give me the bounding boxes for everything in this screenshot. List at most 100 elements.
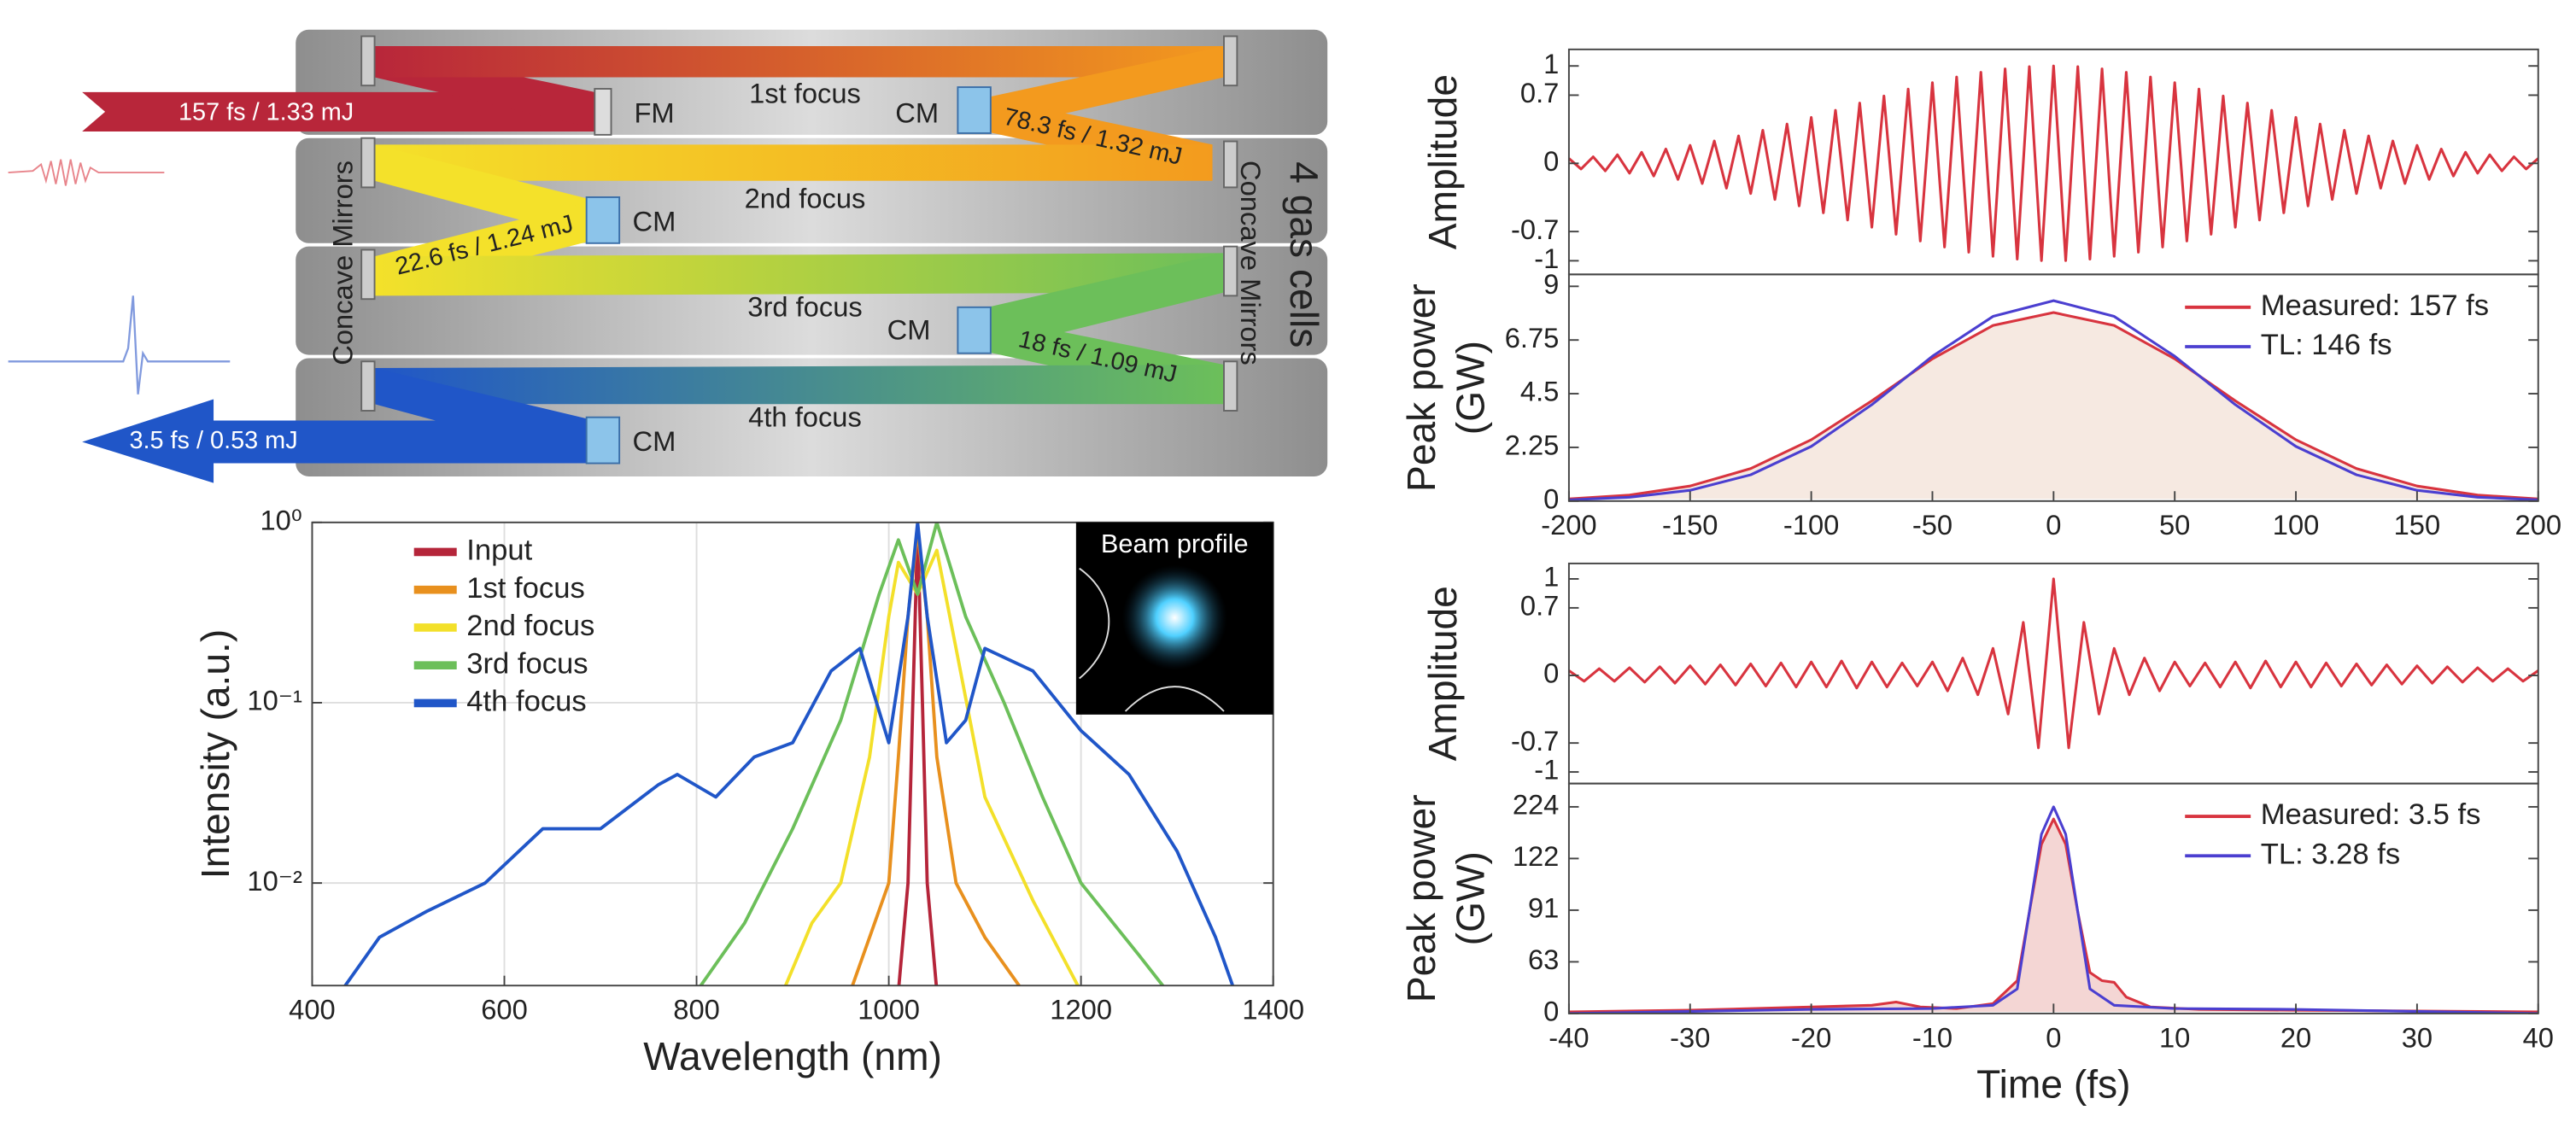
- y-tick-label: -0.7: [1511, 725, 1559, 757]
- beam: [374, 365, 1224, 405]
- x-tick-label: 30: [2402, 1021, 2433, 1053]
- y-tick-label: 10⁻²: [247, 865, 302, 897]
- series-line: [1568, 577, 2538, 750]
- inset-label: Beam profile: [1101, 529, 1249, 558]
- y-tick-label: 0: [1543, 657, 1559, 689]
- y-tick-label: 122: [1513, 840, 1560, 872]
- y-tick-label: -1: [1534, 243, 1559, 274]
- x-tick-label: 150: [2394, 509, 2441, 541]
- x-tick-label: 40: [2523, 1021, 2554, 1053]
- y-axis-label: (GW): [1449, 851, 1493, 945]
- series-line: [783, 548, 1080, 986]
- mirror-label: CM: [633, 425, 676, 457]
- chart: 0 2.25 4.5 6.75 9 -200 -150 -100 -50 0 50 100 150 200…: [1399, 268, 2561, 541]
- focus-label: 4th focus: [748, 400, 862, 432]
- y-tick-label: 1: [1543, 48, 1559, 79]
- pulse-sketch: [8, 159, 165, 186]
- y-tick-label: -1: [1534, 754, 1559, 786]
- y-axis-label: Amplitude: [1420, 74, 1465, 249]
- x-tick-label: -150: [1662, 509, 1718, 541]
- side-label: Concave Mirrors: [327, 161, 359, 365]
- mirror-label: CM: [895, 96, 939, 128]
- y-axis-label: Amplitude: [1420, 586, 1465, 761]
- setup-diagram: 1st focus 2nd focus 3rd focus 4th focus …: [8, 29, 1328, 483]
- x-axis-label: Time (fs): [1976, 1062, 2130, 1107]
- legend-label: 4th focus: [466, 686, 586, 718]
- profile-curve: [1124, 686, 1225, 712]
- y-tick-label: 10⁻¹: [247, 685, 302, 716]
- beam-label: 3.5 fs / 0.53 mJ: [129, 427, 297, 454]
- chirped-mirror: [957, 306, 992, 354]
- beam: [374, 45, 1224, 78]
- y-tick-label: 2.25: [1505, 430, 1560, 461]
- y-tick-label: -0.7: [1511, 213, 1559, 245]
- y-tick-label: 224: [1513, 789, 1560, 821]
- chirped-mirror: [585, 196, 621, 244]
- y-axis-label: Intensity (a.u.): [193, 629, 237, 879]
- chart: 0 63 91 122 224 -40 -30 -20 -10 0 10 20 30 40 Peak pow…: [1399, 782, 2554, 1107]
- y-tick-label: 91: [1528, 892, 1559, 924]
- pulse-sketch: [8, 295, 231, 394]
- beam-spot: [1121, 564, 1227, 670]
- series-line: [1568, 805, 2538, 1014]
- beam-label: 157 fs / 1.33 mJ: [179, 98, 354, 126]
- input-beam: [82, 91, 595, 132]
- legend-label: Measured: 3.5 fs: [2261, 798, 2481, 831]
- x-tick-label: -40: [1549, 1021, 1589, 1053]
- x-tick-label: 1400: [1242, 994, 1304, 1026]
- x-tick-label: 0: [2046, 1021, 2061, 1053]
- mirror-label: FM: [634, 96, 674, 128]
- plot-frame: [311, 521, 1274, 987]
- x-tick-label: 1000: [858, 994, 920, 1026]
- y-tick-label: 9: [1543, 268, 1559, 300]
- legend-label: 2nd focus: [466, 610, 594, 642]
- x-tick-label: -10: [1912, 1021, 1952, 1053]
- x-tick-label: 50: [2159, 509, 2190, 541]
- y-tick-label: 0.7: [1520, 77, 1559, 108]
- chart: -1-0.7 0 0.71 Amplitude: [1420, 561, 2539, 786]
- x-tick-label: -20: [1791, 1021, 1831, 1053]
- beam: [374, 253, 1224, 296]
- legend-label: Input: [466, 535, 532, 567]
- series-line: [699, 522, 1165, 986]
- mirror-label: CM: [633, 205, 676, 237]
- y-tick-label: 63: [1528, 944, 1559, 975]
- chirped-mirror: [585, 416, 621, 465]
- legend-label: 1st focus: [466, 572, 585, 605]
- cells-label: 4 gas cells: [1282, 161, 1326, 348]
- chirped-mirror: [585, 86, 992, 465]
- series-line: [1568, 311, 2538, 500]
- series-line: [1568, 64, 2538, 262]
- chirped-mirror: [957, 86, 992, 134]
- flat-mirror: [594, 88, 612, 136]
- x-tick-label: 20: [2280, 1021, 2311, 1053]
- x-tick-label: -100: [1783, 509, 1839, 541]
- y-tick-label: 0: [1543, 996, 1559, 1027]
- x-tick-label: 100: [2273, 509, 2320, 541]
- focus-label: 3rd focus: [747, 290, 862, 322]
- y-tick-label: 0: [1543, 145, 1559, 177]
- series-line: [897, 529, 939, 986]
- mirror: [1223, 35, 1238, 87]
- mirror: [360, 360, 376, 412]
- output-beam: [82, 399, 595, 483]
- profile-curve: [1079, 567, 1110, 680]
- y-tick-label: 6.75: [1505, 322, 1560, 354]
- mirror: [1223, 140, 1238, 189]
- y-axis-label: Peak power: [1399, 794, 1443, 1002]
- series-line: [1568, 299, 2538, 501]
- legend-label: Measured: 157 fs: [2261, 289, 2489, 322]
- x-tick-label: 400: [289, 994, 336, 1026]
- series-line: [342, 522, 1235, 986]
- chart: -1-0.7 0 0.71 Amplitude: [1420, 48, 2539, 276]
- x-tick-label: 600: [481, 994, 528, 1026]
- y-axis-label: (GW): [1449, 341, 1493, 435]
- legend-label: TL: 3.28 fs: [2261, 838, 2401, 870]
- beam: [374, 144, 1213, 181]
- side-label: Concave Mirrors: [1235, 161, 1267, 365]
- x-tick-label: -200: [1541, 509, 1596, 541]
- y-tick-label: 0: [1543, 482, 1559, 514]
- legend-label: 3rd focus: [466, 647, 588, 680]
